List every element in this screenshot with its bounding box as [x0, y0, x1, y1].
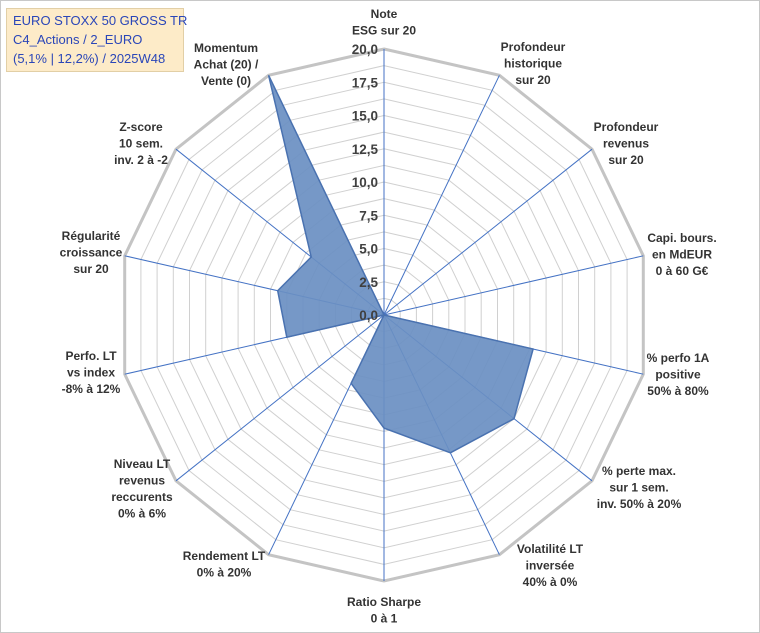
radial-tick-labels: 0,0 2,5 5,0 7,5 10,0 12,5 15,0 17,5 20,0 — [352, 42, 379, 323]
axis-label: Ratio Sharpe 0 à 1 — [347, 595, 421, 626]
axis-spoke — [383, 148, 593, 316]
axis-label: Rendement LT 0% à 20% — [183, 549, 266, 580]
axis-spoke — [175, 314, 385, 482]
radial-tick-label: 2,5 — [359, 275, 378, 290]
chart-subtitle-stats: (5,1% | 12,2%) / 2025W48 — [13, 51, 166, 66]
axis-label: Perfo. LT vs index -8% à 12% — [62, 349, 121, 396]
axis-label: Régularité croissance sur 20 — [60, 229, 123, 276]
radial-tick-label: 5,0 — [359, 242, 378, 257]
radial-tick-label: 7,5 — [359, 208, 378, 223]
series-area — [267, 74, 535, 454]
chart-title: EURO STOXX 50 GROSS TR — [13, 13, 188, 28]
axis-label: Z-score 10 sem. inv. 2 à -2 — [114, 120, 168, 167]
axis-label: % perte max. sur 1 sem. inv. 50% à 20% — [597, 464, 682, 511]
axis-label: Profondeur revenus sur 20 — [594, 120, 659, 167]
radial-tick-label: 10,0 — [352, 175, 378, 190]
axis-label: Momentum Achat (20) / Vente (0) — [194, 41, 259, 88]
radial-tick-label: 0,0 — [359, 308, 378, 323]
series-area — [267, 74, 535, 454]
axis-spoke — [383, 255, 644, 316]
axis-label: Niveau LT revenus reccurents 0% à 6% — [111, 457, 173, 521]
chart-subtitle-category: C4_Actions / 2_EURO — [13, 32, 143, 47]
axis-label: Volatilité LT inversée 40% à 0% — [517, 542, 584, 589]
chart-title-box: EURO STOXX 50 GROSS TR C4_Actions / 2_EU… — [6, 8, 188, 72]
axis-label: Capi. bours. en MdEUR 0 à 60 G€ — [647, 231, 716, 278]
axis-label: % perfo 1A positive 50% à 80% — [647, 351, 710, 398]
radial-tick-label: 12,5 — [352, 142, 379, 157]
axis-spoke — [383, 75, 500, 316]
radial-tick-label: 17,5 — [352, 75, 379, 90]
axis-label: Profondeur historique sur 20 — [501, 40, 566, 87]
axis-labels: Note ESG sur 20 Profondeur historique sur 20… — [60, 7, 717, 626]
radial-tick-label: 15,0 — [352, 109, 378, 124]
axis-label: Note ESG sur 20 — [352, 7, 416, 38]
radial-tick-label: 20,0 — [352, 42, 378, 57]
